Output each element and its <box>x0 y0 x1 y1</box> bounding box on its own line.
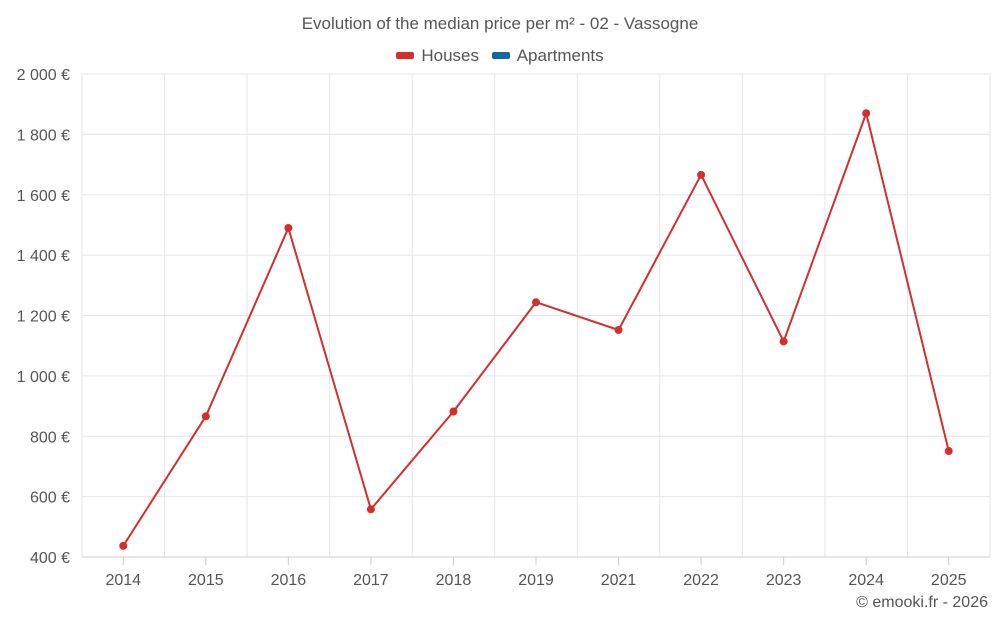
series-houses <box>119 109 953 550</box>
y-tick-label: 1 600 € <box>17 188 70 205</box>
data-point-houses <box>532 298 540 307</box>
legend-swatch-apartments <box>491 52 510 59</box>
data-point-houses <box>449 407 458 416</box>
x-tick-label: 2014 <box>105 572 141 589</box>
chart-title: Evolution of the median price per m² - 0… <box>301 14 699 33</box>
data-point-houses <box>697 170 706 179</box>
legend-swatch-houses <box>396 52 415 59</box>
x-tick-label: 2016 <box>271 572 307 589</box>
y-tick-label: 1 200 € <box>17 309 70 326</box>
legend-item-apartments[interactable]: Apartments <box>491 45 604 66</box>
legend: Houses Apartments <box>0 44 1000 66</box>
data-point-houses <box>284 223 293 232</box>
data-point-houses <box>779 337 788 346</box>
legend-item-houses[interactable]: Houses <box>396 46 479 66</box>
y-tick-label: 1 000 € <box>17 369 70 386</box>
legend-label-houses: Houses <box>421 45 479 65</box>
x-tick-label: 2019 <box>518 572 554 589</box>
y-tick-label: 1 400 € <box>17 248 70 265</box>
data-point-houses <box>201 412 210 421</box>
y-tick-label: 400 € <box>30 550 70 567</box>
legend-label-apartments: Apartments <box>516 45 604 65</box>
x-tick-label: 2021 <box>601 572 637 589</box>
data-point-houses <box>862 109 871 118</box>
data-point-houses <box>119 541 128 550</box>
data-point-houses <box>614 325 623 334</box>
y-tick-label: 800 € <box>30 429 70 446</box>
y-tick-label: 1 800 € <box>17 127 70 144</box>
data-point-houses <box>366 505 375 514</box>
x-tick-label: 2023 <box>766 572 802 589</box>
x-tick-label: 2017 <box>353 572 389 589</box>
x-tick-label: 2025 <box>931 572 967 589</box>
y-tick-label: 2 000 € <box>17 67 70 84</box>
x-tick-label: 2022 <box>683 572 719 589</box>
x-tick-label: 2024 <box>848 572 884 589</box>
x-tick-label: 2015 <box>188 572 224 589</box>
y-tick-label: 600 € <box>30 490 70 507</box>
data-point-houses <box>944 447 953 456</box>
copyright-text: © emooki.fr - 2026 <box>856 594 988 611</box>
x-tick-label: 2018 <box>436 572 472 589</box>
grid <box>81 73 991 558</box>
axes: 400 € 600 € 800 € 1 000 € 1 200 € 1 400 € 1 60… <box>17 67 990 589</box>
